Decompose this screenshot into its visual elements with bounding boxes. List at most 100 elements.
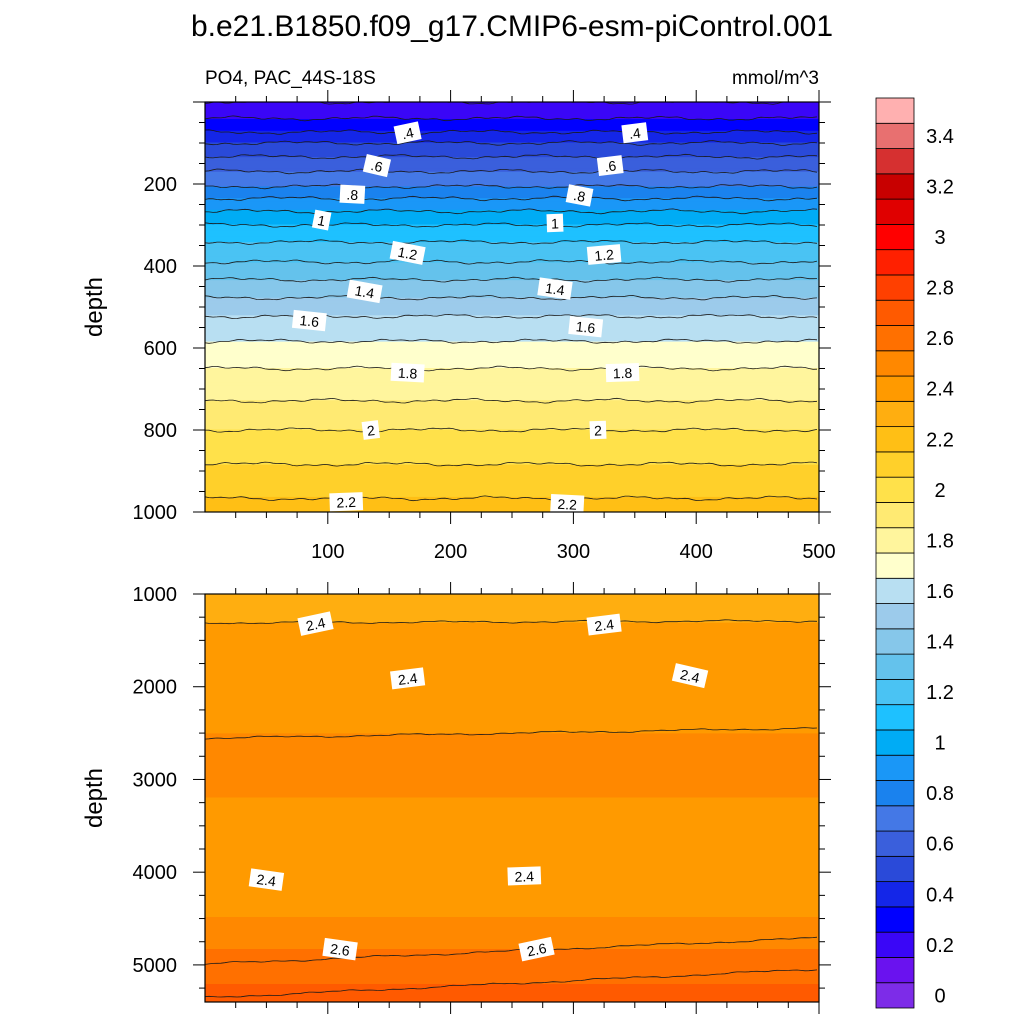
- color-band: [205, 753, 819, 758]
- color-band: [205, 675, 819, 680]
- color-band: [205, 218, 819, 223]
- color-band: [205, 359, 819, 364]
- contour-label-text: 2: [594, 422, 603, 438]
- color-band: [205, 493, 819, 498]
- color-band: [205, 338, 819, 343]
- color-band: [205, 406, 819, 410]
- color-band: [205, 130, 819, 135]
- contour-label-bg: [586, 244, 622, 265]
- color-band: [205, 998, 819, 1002]
- color-band: [205, 984, 819, 988]
- y-tick-label: 1000: [133, 584, 178, 606]
- color-band: [205, 715, 819, 720]
- color-band: [205, 628, 819, 633]
- color-band: [205, 423, 819, 428]
- color-band: [205, 177, 819, 182]
- colorbar-label: 0.8: [926, 783, 954, 805]
- color-band: [205, 812, 819, 816]
- colorbar-swatch: [875, 957, 915, 984]
- color-band: [205, 362, 819, 367]
- contour-label-text: 2.4: [304, 614, 327, 634]
- color-band: [205, 450, 819, 454]
- color-band: [205, 960, 819, 965]
- y-tick-label: 3000: [133, 769, 178, 791]
- colorbar-label: 2.6: [926, 328, 954, 350]
- color-band: [205, 902, 819, 907]
- y-tick-label: 800: [144, 420, 177, 442]
- contour-label: 1.4: [537, 277, 573, 300]
- contour-label-text: 1.4: [354, 282, 376, 301]
- color-band: [205, 291, 819, 296]
- lower-axes: 1000 2000 3000 4000 5000: [133, 582, 831, 1014]
- color-band: [205, 756, 819, 761]
- color-band: [205, 256, 819, 261]
- y-tick-label: 1000: [133, 502, 178, 524]
- color-band: [205, 925, 819, 930]
- colorbar-swatch: [875, 881, 915, 908]
- color-band: [205, 622, 819, 627]
- color-band: [205, 262, 819, 267]
- color-band: [205, 491, 819, 495]
- color-band: [205, 855, 819, 860]
- contour-line: [205, 365, 818, 372]
- colorbar-swatch: [875, 704, 915, 731]
- color-band: [205, 230, 819, 235]
- contour-label: 2: [361, 420, 381, 440]
- color-band: [205, 347, 819, 352]
- color-band: [205, 414, 819, 419]
- color-band: [205, 986, 819, 991]
- upper-contour-plot: .4 .4 .6 .6 .8 .8 1 1 1.2 1.2 1.4 1.4 1.6 1.6 1.8 1.8 2 2…: [205, 102, 819, 514]
- colorbar-swatch: [875, 299, 915, 326]
- color-band: [205, 195, 819, 200]
- color-band: [205, 306, 819, 311]
- contour-label-text: 1.4: [544, 280, 566, 299]
- contour-label-bg: [322, 937, 358, 961]
- color-band: [205, 949, 819, 953]
- color-band: [205, 884, 819, 889]
- colorbar-swatch: [875, 148, 915, 175]
- color-band: [205, 309, 819, 314]
- color-band: [205, 160, 819, 164]
- color-band: [205, 841, 819, 846]
- contour-label-bg: [362, 153, 392, 178]
- contour-label-bg: [621, 122, 649, 144]
- color-band: [205, 186, 819, 191]
- contour-label-text: .8: [346, 186, 359, 203]
- color-band: [205, 911, 819, 916]
- color-band: [205, 963, 819, 968]
- color-band: [205, 800, 819, 805]
- color-band: [205, 192, 819, 197]
- contour-label-bg: [589, 420, 607, 440]
- contour-label-bg: [550, 493, 585, 514]
- color-band: [205, 189, 819, 194]
- color-band: [205, 899, 819, 904]
- colorbar-swatch: [875, 527, 915, 554]
- color-band: [205, 341, 819, 346]
- colorbar-swatch: [875, 678, 915, 706]
- color-band: [205, 417, 819, 422]
- colorbar-swatch: [875, 451, 915, 478]
- colorbar-swatch: [875, 577, 915, 604]
- contour-label-text: 1.6: [575, 318, 596, 336]
- contour-line: [205, 461, 818, 467]
- contour-label-text: 1.6: [299, 312, 320, 330]
- color-band: [205, 817, 819, 822]
- color-band: [205, 972, 819, 977]
- color-band: [205, 742, 819, 747]
- color-band: [205, 485, 819, 490]
- colorbar-swatch: [875, 780, 915, 807]
- x-tick-label: 500: [802, 541, 835, 563]
- color-band: [205, 931, 819, 936]
- color-band: [205, 651, 819, 656]
- color-band: [205, 473, 819, 478]
- contour-label-bg: [390, 667, 426, 690]
- contour-label-text: 2.6: [525, 940, 548, 960]
- contour-label-bg: [361, 420, 381, 440]
- contour-label: 2.2: [550, 493, 585, 514]
- color-band: [205, 411, 819, 416]
- color-band: [205, 791, 819, 796]
- contour-line: [205, 427, 818, 433]
- contour-label-bg: [311, 209, 332, 231]
- color-band: [205, 505, 819, 510]
- colorbar: 0 0.2 0.4 0.6 0.8 1 1.2 1.4 1.6 1.8 2 2.2 2.4 2.6 2.8 3…: [875, 97, 954, 1009]
